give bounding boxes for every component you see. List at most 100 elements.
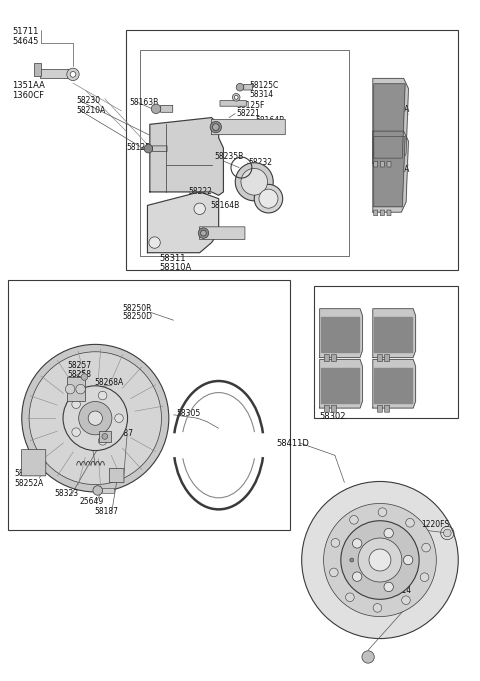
Text: 58164B: 58164B (210, 201, 240, 210)
Polygon shape (373, 78, 408, 163)
Bar (313, 287, 458, 418)
FancyBboxPatch shape (211, 119, 285, 135)
Text: 25649: 25649 (80, 496, 104, 506)
Circle shape (76, 384, 85, 394)
Circle shape (63, 386, 128, 451)
FancyBboxPatch shape (324, 405, 329, 412)
Polygon shape (373, 360, 416, 408)
Circle shape (194, 203, 205, 215)
Text: 1360CF: 1360CF (12, 91, 44, 100)
Text: 58125C: 58125C (250, 81, 279, 91)
FancyBboxPatch shape (384, 405, 390, 412)
Text: 58244A: 58244A (380, 165, 409, 174)
Circle shape (232, 93, 240, 101)
Bar (99, 431, 111, 442)
Text: 58235B: 58235B (215, 152, 244, 161)
Circle shape (324, 503, 436, 616)
Polygon shape (320, 360, 362, 408)
Circle shape (352, 539, 362, 548)
Bar (34, 63, 41, 76)
FancyBboxPatch shape (377, 405, 383, 412)
Circle shape (444, 529, 451, 537)
Circle shape (254, 185, 283, 213)
Circle shape (72, 428, 80, 437)
Text: 58258: 58258 (68, 370, 92, 379)
Circle shape (331, 539, 340, 547)
Circle shape (65, 384, 75, 394)
Circle shape (29, 352, 161, 485)
Circle shape (349, 516, 358, 524)
Text: 58411D: 58411D (276, 439, 310, 447)
Circle shape (115, 414, 123, 422)
Circle shape (346, 593, 354, 601)
Polygon shape (374, 368, 412, 402)
Text: 58250R: 58250R (122, 304, 152, 313)
Text: 58222: 58222 (189, 187, 213, 196)
Polygon shape (374, 84, 405, 158)
Text: 58268A: 58268A (94, 378, 123, 387)
Text: 58251A: 58251A (14, 469, 44, 478)
Circle shape (81, 374, 88, 380)
FancyBboxPatch shape (161, 106, 173, 112)
Circle shape (234, 95, 238, 99)
Text: 58414: 58414 (387, 586, 411, 595)
Circle shape (402, 596, 410, 605)
Text: 58125F: 58125F (237, 101, 265, 110)
Text: 54645: 54645 (12, 37, 39, 46)
Polygon shape (374, 317, 412, 352)
Circle shape (98, 437, 107, 445)
Text: 1220FS: 1220FS (421, 520, 449, 528)
Text: 58230: 58230 (76, 96, 100, 106)
Polygon shape (321, 317, 359, 352)
FancyBboxPatch shape (40, 69, 70, 78)
FancyBboxPatch shape (377, 355, 383, 362)
Circle shape (67, 68, 79, 80)
Circle shape (235, 163, 273, 201)
Text: 58305: 58305 (176, 409, 200, 418)
Circle shape (330, 568, 338, 577)
Bar (126, 30, 458, 270)
Bar (140, 50, 349, 256)
Text: 58257: 58257 (68, 361, 92, 370)
Text: 58323: 58323 (92, 402, 116, 411)
Circle shape (93, 486, 102, 495)
Text: 58255B: 58255B (68, 424, 97, 433)
Circle shape (70, 72, 76, 77)
Circle shape (213, 124, 219, 130)
Polygon shape (373, 308, 416, 358)
Circle shape (350, 558, 354, 562)
FancyBboxPatch shape (374, 161, 378, 167)
Circle shape (422, 543, 431, 552)
Text: 1351AA: 1351AA (12, 80, 45, 90)
FancyBboxPatch shape (220, 101, 246, 106)
Circle shape (151, 104, 161, 114)
Text: 58125: 58125 (127, 143, 151, 152)
Circle shape (378, 508, 387, 516)
Circle shape (22, 345, 169, 492)
Bar (67, 377, 85, 401)
FancyBboxPatch shape (153, 146, 167, 151)
FancyBboxPatch shape (387, 161, 391, 167)
Text: 58314: 58314 (250, 90, 274, 99)
Text: 58233: 58233 (257, 190, 281, 199)
Text: 58232: 58232 (249, 159, 273, 168)
FancyBboxPatch shape (387, 210, 391, 216)
Circle shape (384, 528, 394, 538)
Circle shape (259, 189, 278, 208)
Polygon shape (321, 368, 359, 402)
Text: 58244A: 58244A (380, 105, 409, 114)
Text: 58323: 58323 (54, 490, 78, 498)
Circle shape (201, 230, 206, 236)
Text: 58164B: 58164B (255, 116, 285, 125)
Circle shape (210, 121, 221, 133)
FancyBboxPatch shape (22, 449, 46, 476)
FancyBboxPatch shape (244, 84, 252, 90)
Polygon shape (150, 118, 223, 195)
Polygon shape (320, 308, 362, 358)
Circle shape (362, 651, 374, 663)
Circle shape (98, 392, 107, 400)
Text: 58163B: 58163B (130, 97, 159, 106)
Circle shape (198, 228, 209, 238)
Text: 58252A: 58252A (14, 479, 44, 488)
Bar (102, 488, 114, 493)
